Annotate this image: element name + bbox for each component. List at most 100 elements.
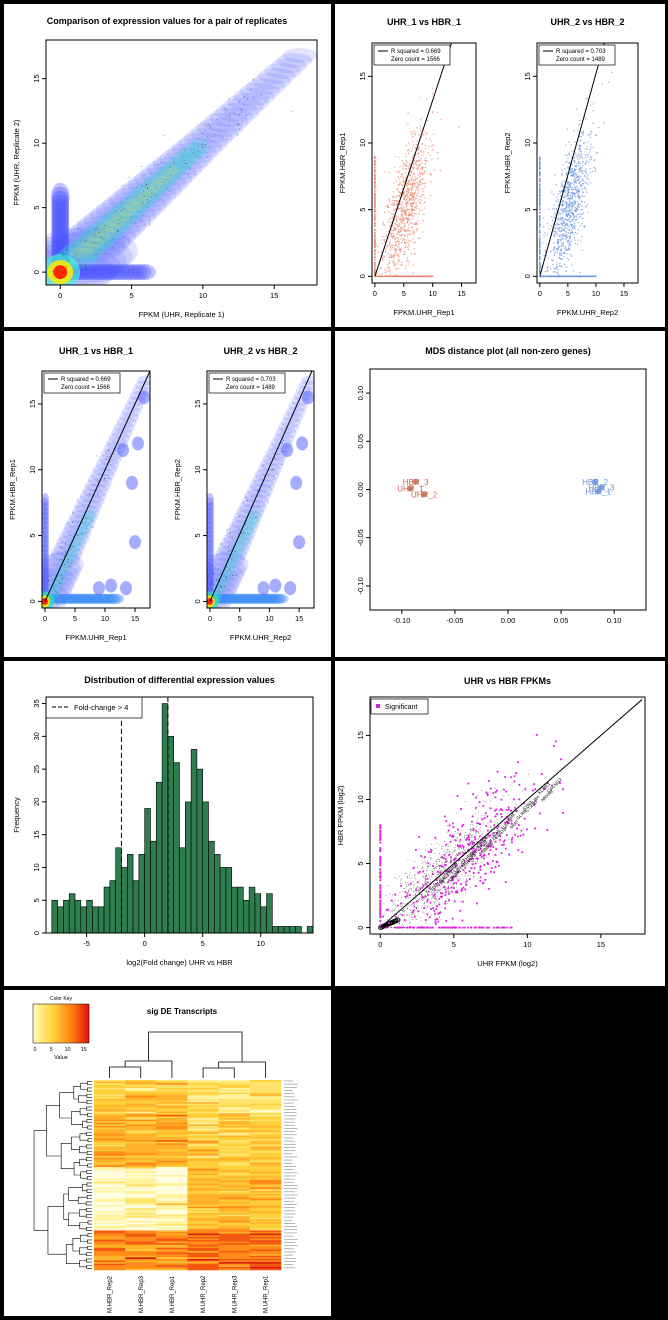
data-point [383, 256, 386, 258]
data-point [396, 218, 398, 220]
data-point [417, 183, 419, 185]
p3-0-x-tick-label: 5 [73, 614, 77, 623]
heatmap-cell [125, 1089, 157, 1092]
data-point [393, 201, 395, 203]
data-point [395, 904, 397, 906]
significant-point [554, 740, 557, 743]
significant-point [484, 878, 487, 881]
data-point [397, 184, 400, 186]
significant-point [533, 783, 536, 785]
data-point [482, 800, 484, 802]
data-point [431, 145, 433, 147]
data-point [556, 227, 559, 230]
data-point [143, 195, 145, 197]
histogram-bar [272, 926, 279, 934]
data-point [429, 866, 431, 868]
data-point [413, 183, 416, 186]
density-core [134, 182, 165, 201]
heatmap-cell [249, 1080, 282, 1082]
data-point [485, 855, 487, 857]
density-core [57, 561, 72, 572]
significant-point [434, 836, 437, 839]
heatmap-cell [218, 1087, 251, 1090]
data-point [561, 205, 564, 207]
density-band [262, 452, 286, 466]
significant-point [424, 895, 427, 898]
data-point [556, 199, 559, 201]
data-point [397, 240, 399, 242]
significant-point [474, 850, 476, 853]
data-point [169, 190, 171, 192]
data-point [436, 863, 438, 865]
data-point [395, 220, 398, 222]
zero-point-x [587, 275, 589, 278]
zero-point-y [374, 171, 376, 173]
data-point [251, 496, 253, 498]
significant-point [416, 881, 419, 884]
density-y-axis-band [51, 182, 70, 207]
data-point [400, 230, 402, 233]
significant-point [429, 916, 431, 919]
data-point [567, 232, 569, 234]
significant-point [516, 810, 518, 812]
data-point [399, 251, 401, 253]
data-point [85, 240, 87, 242]
density-hot [142, 185, 158, 196]
significant-point [484, 872, 487, 875]
data-point [381, 242, 384, 245]
zero-point-y [539, 258, 541, 261]
significant-point [457, 845, 460, 848]
zero-point-y [374, 181, 376, 184]
data-point [557, 238, 559, 241]
data-point [593, 159, 596, 161]
data-point [397, 221, 399, 223]
data-point [410, 199, 413, 201]
p2-1-y-tick-label: 5 [523, 208, 532, 212]
color-key-tick-label: 0 [33, 1047, 36, 1053]
zero-point-x [549, 275, 552, 278]
data-point [193, 173, 195, 175]
data-point [407, 908, 409, 909]
data-point [389, 910, 391, 912]
p2-1-y-tick-label: 15 [523, 72, 532, 80]
data-point [576, 208, 579, 210]
density-x-axis-band [249, 593, 266, 604]
data-point [415, 143, 417, 146]
significant-point [505, 820, 508, 823]
data-point [419, 175, 421, 178]
significant-point [468, 838, 470, 841]
density-band [283, 411, 304, 423]
data-point [425, 147, 427, 150]
data-point [97, 493, 99, 495]
data-point [402, 173, 404, 175]
data-point [425, 885, 427, 886]
data-point [574, 239, 576, 241]
data-point [462, 889, 464, 891]
significant-point [487, 833, 489, 836]
data-point [416, 168, 419, 171]
significant-point [504, 827, 507, 830]
data-point [443, 885, 445, 887]
density-band [239, 82, 281, 101]
data-point [581, 170, 584, 172]
data-point [389, 221, 392, 224]
significant-point [510, 776, 513, 779]
density-core [241, 521, 256, 532]
data-point [192, 152, 194, 154]
significant-point [474, 926, 477, 929]
data-point [397, 238, 399, 240]
data-point [589, 182, 592, 184]
density-cluster [93, 581, 105, 596]
data-point [72, 512, 74, 514]
data-point [401, 219, 403, 221]
data-point [415, 205, 418, 207]
data-point [584, 163, 587, 165]
density-band [184, 127, 234, 149]
heatmap-cell [156, 1083, 188, 1086]
data-point [391, 217, 393, 219]
data-point [95, 228, 97, 230]
data-point [422, 174, 424, 176]
significant-point [379, 847, 382, 849]
data-point [578, 191, 581, 193]
data-point [382, 235, 384, 238]
